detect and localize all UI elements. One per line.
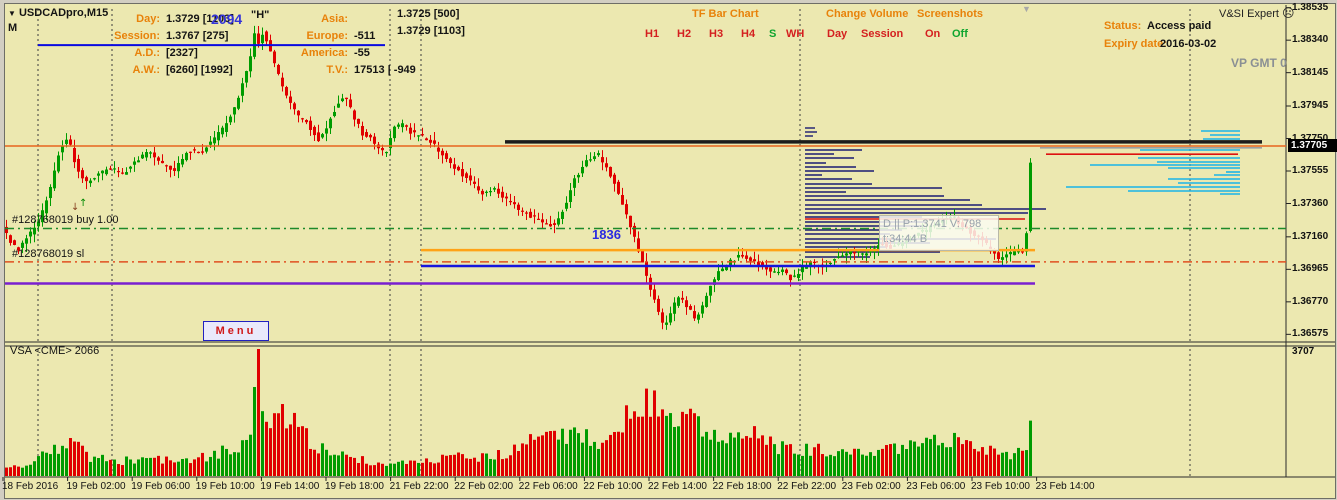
symbol-title-dropdown[interactable]: ▼ USDCADpro,M15 bbox=[8, 7, 108, 19]
menu-button[interactable]: Menu bbox=[203, 321, 269, 341]
price-axis-label: 1.37945 bbox=[1292, 100, 1329, 111]
screenshots-title: Screenshots bbox=[917, 8, 984, 20]
info-row-tv: T.V.: 17513 | -949 bbox=[260, 60, 416, 78]
volume-button-day[interactable]: Day bbox=[827, 28, 848, 40]
tf-button-h4[interactable]: H4 bbox=[741, 28, 756, 40]
current-price-badge: 1.37705 bbox=[1288, 139, 1337, 152]
high-marker: "H" bbox=[251, 9, 270, 21]
info-row-europe: Europe: -511 bbox=[260, 26, 375, 44]
dropdown-arrow-icon: ▼ bbox=[8, 9, 16, 18]
time-axis-label: 19 Feb 14:00 bbox=[260, 481, 320, 492]
day-label: Day: bbox=[136, 13, 160, 25]
price-axis-label: 1.36575 bbox=[1292, 328, 1329, 340]
screenshot-button-on[interactable]: On bbox=[925, 28, 941, 40]
svg-text:↓: ↓ bbox=[71, 202, 79, 213]
volume-axis-max: 3707 bbox=[1292, 346, 1315, 357]
price-axis-label: 1.37160 bbox=[1292, 230, 1329, 242]
status-value: Access paid bbox=[1147, 20, 1212, 32]
time-axis-label: 23 Feb 02:00 bbox=[841, 481, 901, 492]
time-axis-label: 19 Feb 02:00 bbox=[66, 481, 126, 492]
info-row-aw: A.W.: [6260] [1992] bbox=[60, 60, 233, 78]
ad-label: A.D.: bbox=[134, 47, 160, 59]
info-row-asia: Asia: bbox=[260, 9, 354, 27]
svg-text:↑: ↑ bbox=[79, 198, 87, 209]
time-axis-label: 18 Feb 2016 bbox=[2, 481, 59, 492]
price-axis-label: 1.37750 bbox=[1292, 132, 1329, 144]
day-value: 1.3729 [1103] bbox=[166, 13, 234, 25]
time-axis-label: 19 Feb 18:00 bbox=[325, 481, 384, 492]
aw-value: [6260] [1992] bbox=[166, 64, 233, 76]
time-axis-label: 22 Feb 18:00 bbox=[712, 481, 772, 492]
time-axis-label: 22 Feb 06:00 bbox=[518, 481, 578, 492]
info-row-day: Day: 1.3729 [1103] bbox=[60, 9, 234, 27]
price-axis-label: 1.38535 bbox=[1292, 1, 1329, 13]
time-axis-label: 19 Feb 10:00 bbox=[195, 481, 255, 492]
session-label: Session: bbox=[114, 30, 160, 42]
tv-value: 17513 | -949 bbox=[354, 64, 416, 76]
tf-bar-chart-title: TF Bar Chart bbox=[692, 8, 759, 20]
time-axis-label: 22 Feb 10:00 bbox=[583, 481, 643, 492]
europe-label: Europe: bbox=[306, 30, 348, 42]
time-axis-label: 22 Feb 22:00 bbox=[777, 481, 837, 492]
europe-value: -511 bbox=[354, 30, 376, 42]
overlay-value-2094: 2094 bbox=[211, 11, 243, 27]
info-row-america: America: -55 bbox=[260, 43, 370, 61]
tf-button-h1[interactable]: H1 bbox=[645, 28, 660, 40]
expiry-value: 2016-03-02 bbox=[1160, 38, 1217, 50]
price-axis-label: 1.38340 bbox=[1292, 34, 1329, 46]
expert-name: V&SI Expert ☹ bbox=[1219, 6, 1295, 20]
quote-line-2: 1.3729 [1103] bbox=[397, 25, 465, 37]
level-1836-label: 1836 bbox=[592, 227, 621, 242]
session-value: 1.3767 [275] bbox=[166, 30, 229, 42]
chart-shift-marker-icon[interactable]: ▼ bbox=[1022, 4, 1031, 14]
tf-button-wh[interactable]: WH bbox=[786, 28, 805, 40]
america-value: -55 bbox=[354, 47, 370, 59]
price-axis-label: 1.38145 bbox=[1292, 66, 1329, 78]
symbol-title: USDCADpro,M15 bbox=[18, 7, 109, 19]
data-tooltip: D || P:1.3741 V: 798 t:34:44 B bbox=[879, 215, 999, 251]
period-label: M bbox=[8, 22, 18, 34]
aw-label: A.W.: bbox=[132, 64, 161, 76]
time-axis-label: 23 Feb 10:00 bbox=[971, 481, 1030, 492]
tooltip-line-1: D || P:1.3741 V: 798 bbox=[883, 218, 982, 230]
price-axis-label: 1.36965 bbox=[1292, 263, 1329, 275]
time-axis-label: 22 Feb 02:00 bbox=[454, 481, 514, 492]
stop-loss-label: #128768019 sl bbox=[12, 248, 85, 260]
tooltip-line-2: t:34:44 B bbox=[883, 233, 928, 245]
price-axis-label: 1.36770 bbox=[1292, 295, 1329, 307]
expert-face-icon: ☹ bbox=[1281, 6, 1295, 20]
time-axis-label: 21 Feb 22:00 bbox=[389, 481, 449, 492]
expert-name-text: V&SI Expert bbox=[1219, 8, 1279, 20]
price-axis-label: 1.37360 bbox=[1292, 197, 1329, 209]
time-axis-label: 22 Feb 14:00 bbox=[648, 481, 707, 492]
tf-button-h3[interactable]: H3 bbox=[709, 28, 724, 40]
vsa-indicator-label: VSA <CME> 2066 bbox=[10, 345, 100, 357]
time-axis-label: 19 Feb 06:00 bbox=[131, 481, 191, 492]
panel-splitter[interactable] bbox=[5, 342, 1335, 347]
volume-button-session[interactable]: Session bbox=[861, 28, 904, 40]
change-volume-title: Change Volume bbox=[826, 8, 909, 20]
time-axis-label: 23 Feb 06:00 bbox=[906, 481, 966, 492]
price-axis-label: 1.37555 bbox=[1292, 165, 1329, 176]
tf-button-h2[interactable]: H2 bbox=[677, 28, 692, 40]
ad-value: [2327] bbox=[166, 47, 198, 59]
quote-line-1: 1.3725 [500] bbox=[397, 8, 460, 20]
vp-gmt-label: VP GMT 0 bbox=[1231, 56, 1287, 70]
info-row-ad: A.D.: [2327] bbox=[60, 43, 198, 61]
tf-button-s[interactable]: S bbox=[769, 28, 777, 40]
buy-order-label: #128768019 buy 1.00 bbox=[12, 214, 119, 226]
tv-label: T.V.: bbox=[326, 64, 348, 76]
expiry-label: Expiry date: bbox=[1104, 38, 1167, 50]
asia-label: Asia: bbox=[321, 13, 348, 25]
status-label: Status: bbox=[1104, 20, 1142, 32]
info-row-session: Session: 1.3767 [275] bbox=[60, 26, 228, 44]
screenshot-button-off[interactable]: Off bbox=[952, 28, 968, 40]
america-label: America: bbox=[300, 47, 348, 59]
time-axis-label: 23 Feb 14:00 bbox=[1035, 481, 1095, 492]
